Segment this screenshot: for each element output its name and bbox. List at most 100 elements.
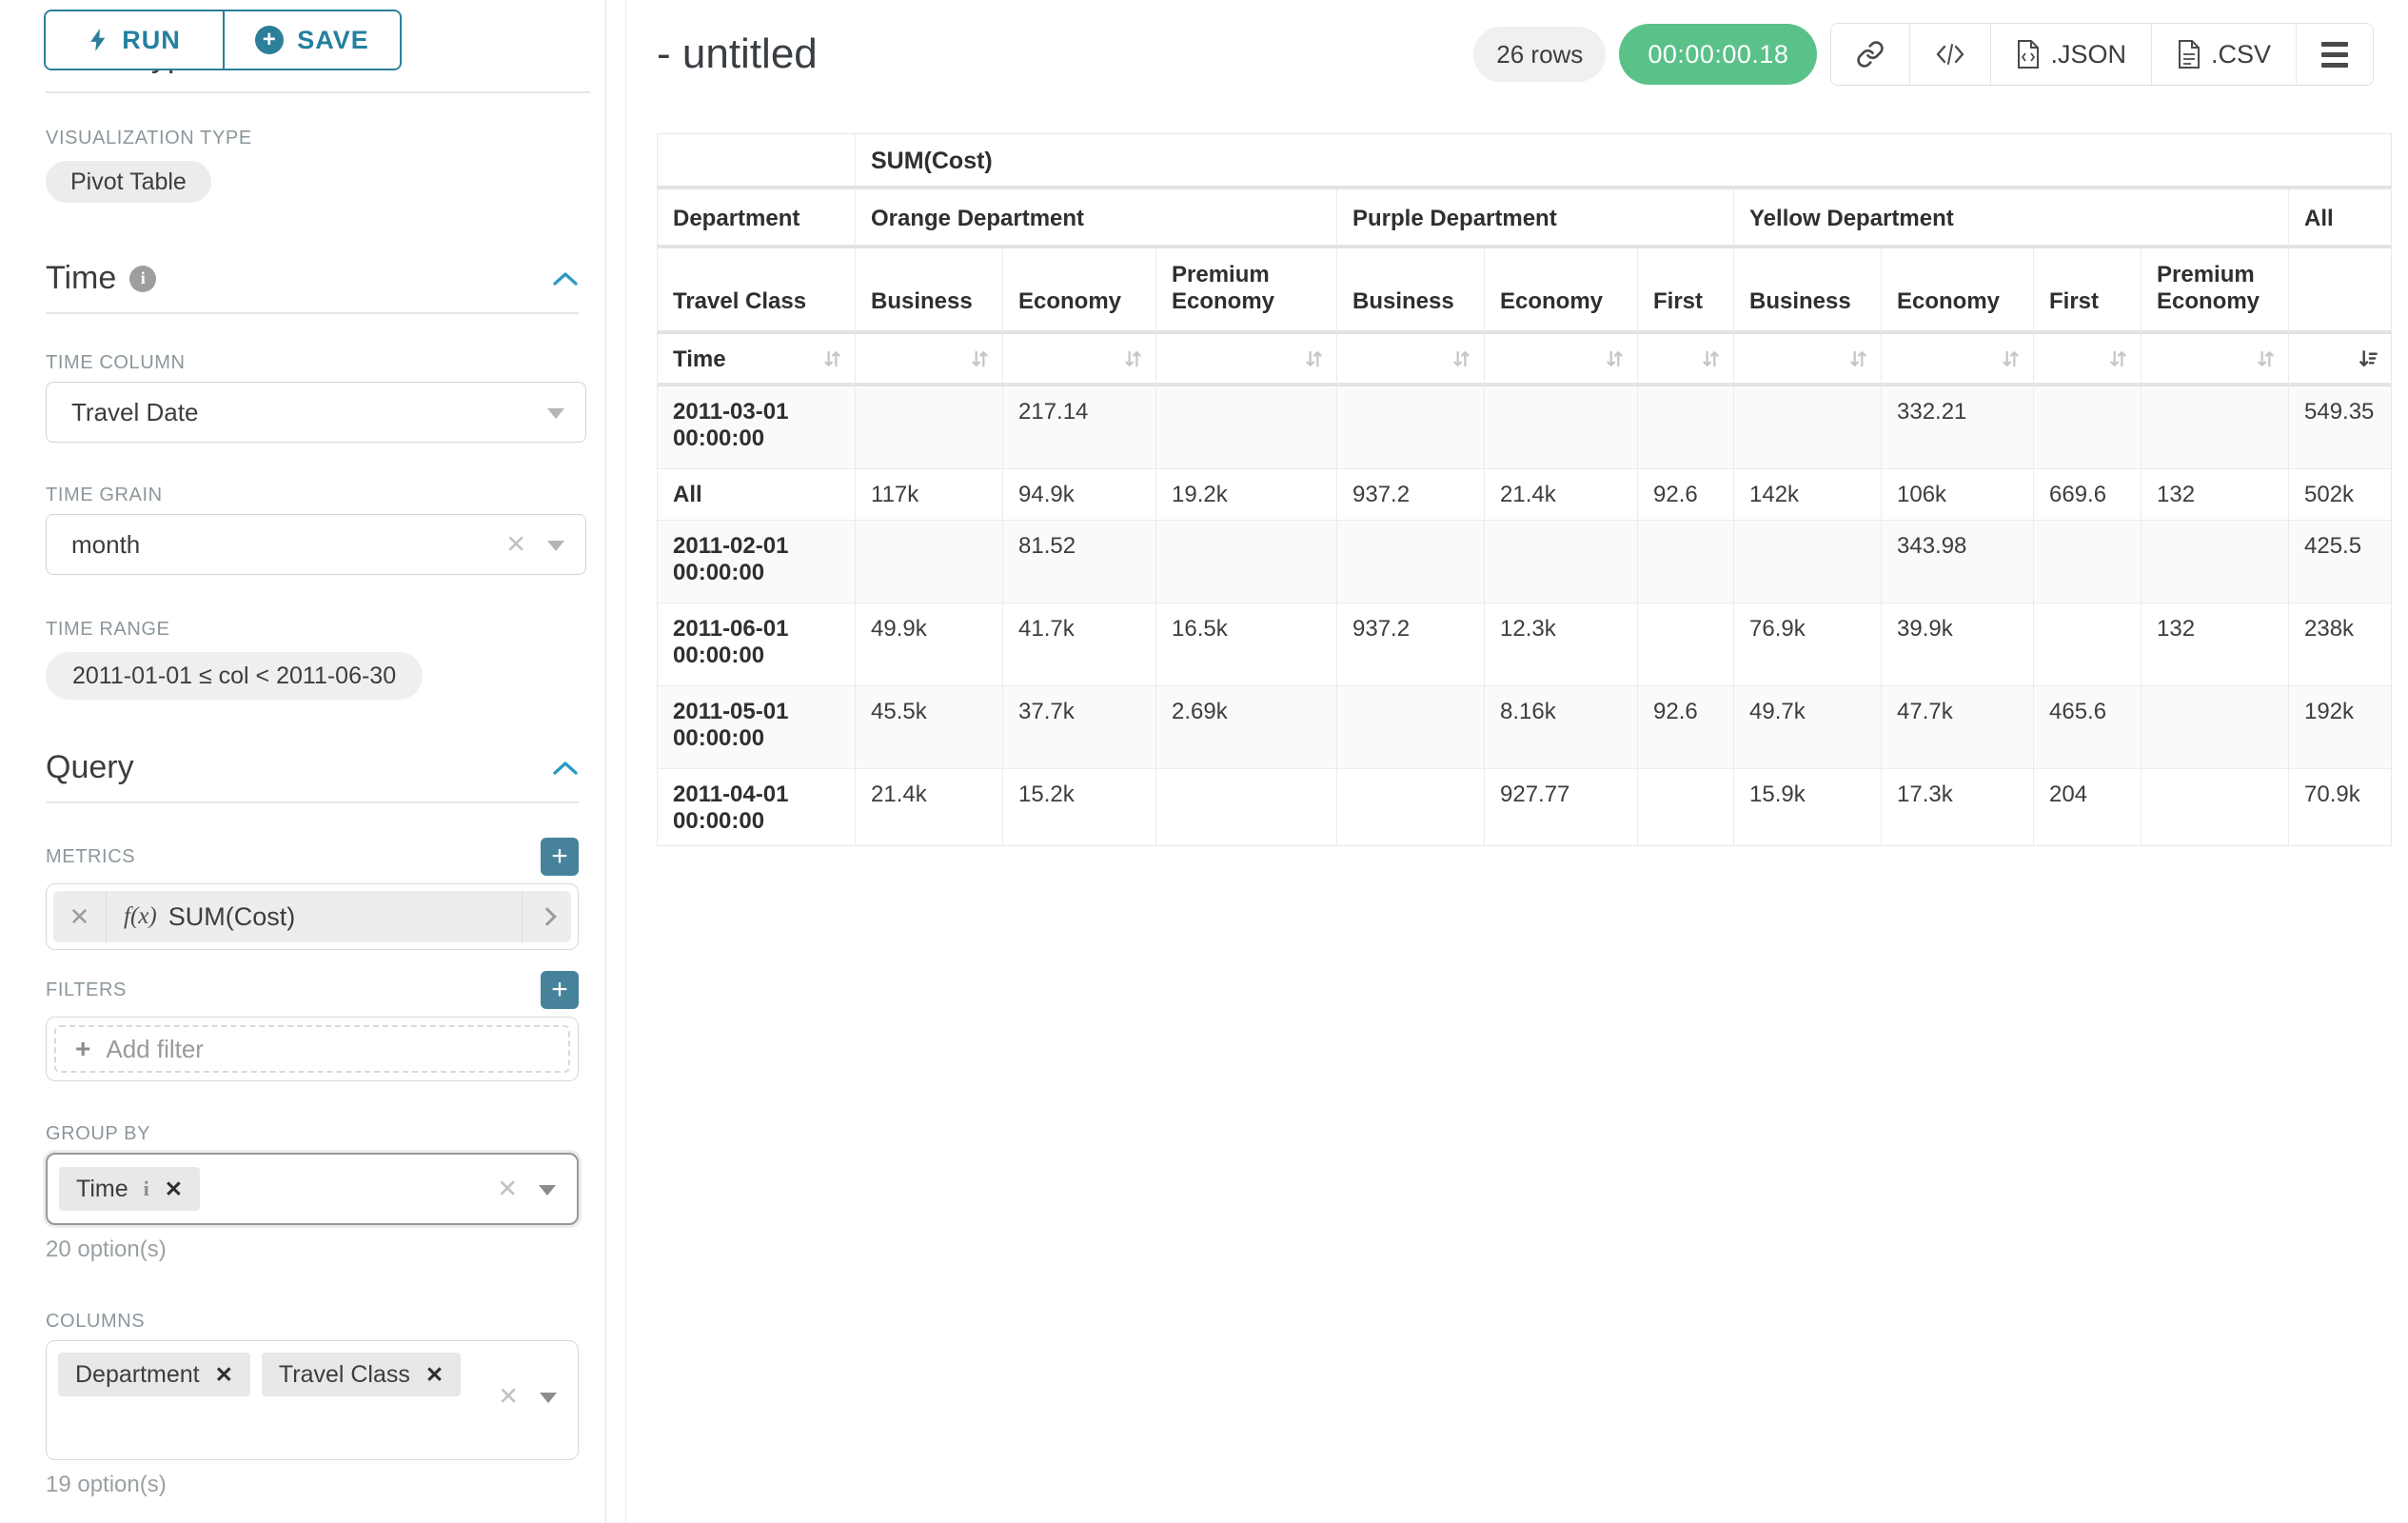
data-cell — [2142, 769, 2289, 845]
data-cell: 16.5k — [1156, 603, 1337, 686]
time-column-select[interactable]: Travel Date — [46, 382, 586, 443]
divider — [46, 312, 579, 314]
link-icon — [1857, 41, 1885, 68]
embed-code-button[interactable] — [1909, 24, 1991, 85]
add-filter-plus-button[interactable]: + — [541, 971, 579, 1009]
data-cell: 117k — [856, 469, 1003, 521]
lightning-bolt-icon — [90, 29, 106, 51]
time-corner-label: Time — [673, 346, 726, 372]
chevron-up-icon[interactable] — [552, 760, 579, 777]
sort-header[interactable] — [2142, 334, 2289, 386]
row-header: 2011-04-01 00:00:00 — [658, 769, 856, 845]
data-cell — [2142, 686, 2289, 769]
sort-header-time[interactable]: Time — [658, 334, 856, 386]
sort-icon — [1604, 347, 1626, 369]
menu-icon — [2321, 41, 2348, 68]
sort-header[interactable] — [1156, 334, 1337, 386]
data-cell: 15.9k — [1734, 769, 1882, 845]
data-cell: 132 — [2142, 603, 2289, 686]
time-range-label: TIME RANGE — [46, 619, 170, 640]
data-cell — [1734, 386, 1882, 469]
metric-pill[interactable]: ✕ f(x) SUM(Cost) — [53, 891, 571, 942]
save-button[interactable]: + SAVE — [223, 11, 400, 69]
columns-tag: Department ✕ — [58, 1353, 250, 1396]
data-cell: 92.6 — [1638, 686, 1734, 769]
travel-class-corner: Travel Class — [658, 248, 856, 334]
table-row: All 117k 94.9k 19.2k 937.2 21.4k 92.6 142k 106k 6… — [658, 469, 2392, 521]
department-header-row: Department Orange Department Purple Depa… — [658, 189, 2392, 248]
table-row: 2011-02-01 00:00:00 81.52 343.98 425.5 — [658, 521, 2392, 603]
data-cell: 192k — [2289, 686, 2392, 769]
chevron-down-icon — [547, 408, 564, 419]
chevron-down-icon — [540, 1393, 557, 1403]
clear-icon[interactable]: ✕ — [497, 1174, 518, 1203]
corner-cell — [658, 134, 856, 189]
time-grain-select[interactable]: month ✕ — [46, 514, 586, 575]
sort-header[interactable] — [1882, 334, 2034, 386]
travel-class-header: Premium Economy — [1156, 248, 1337, 334]
time-range-pill[interactable]: 2011-01-01 ≤ col < 2011-06-30 — [46, 652, 424, 700]
sort-header[interactable] — [1337, 334, 1485, 386]
pivot-table: SUM(Cost) Department Orange Department P… — [657, 133, 2392, 846]
data-cell: 927.77 — [1485, 769, 1638, 845]
chevron-up-icon[interactable] — [552, 270, 579, 287]
remove-tag-icon[interactable]: ✕ — [424, 1361, 444, 1387]
expand-metric-button[interactable] — [522, 891, 571, 942]
code-icon — [1937, 44, 1964, 65]
data-cell: 70.9k — [2304, 781, 2360, 807]
group-by-select[interactable]: Time i ✕ ✕ — [46, 1153, 579, 1225]
clear-icon[interactable]: ✕ — [498, 1381, 519, 1411]
metric-body: f(x) SUM(Cost) — [107, 902, 522, 932]
travel-class-header — [2289, 248, 2392, 334]
data-cell — [1638, 521, 1734, 603]
query-timer-badge: 00:00:00.18 — [1619, 24, 1818, 85]
data-cell: 217.14 — [1003, 386, 1156, 469]
run-save-button-group: RUN + SAVE — [44, 10, 402, 70]
columns-tag-label: Travel Class — [278, 1360, 410, 1388]
data-cell: 47.7k — [1882, 686, 2034, 769]
data-cell: 106k — [1882, 469, 2034, 521]
sort-header[interactable] — [1485, 334, 1638, 386]
clear-icon[interactable]: ✕ — [505, 529, 526, 559]
add-metric-button[interactable]: + — [541, 838, 579, 876]
menu-button[interactable] — [2296, 24, 2373, 85]
sort-header[interactable] — [1638, 334, 1734, 386]
remove-tag-icon[interactable]: ✕ — [164, 1176, 184, 1201]
row-count-badge: 26 rows — [1473, 27, 1607, 82]
data-cell: 92.6 — [1638, 469, 1734, 521]
export-button-group: .JSON .CSV — [1830, 23, 2374, 86]
copy-link-button[interactable] — [1831, 24, 1910, 85]
sort-header[interactable] — [2034, 334, 2142, 386]
export-csv-button[interactable]: .CSV — [2150, 24, 2296, 85]
row-header: 2011-06-01 00:00:00 — [658, 603, 856, 686]
group-by-label: GROUP BY — [46, 1123, 151, 1144]
sort-header[interactable] — [1734, 334, 1882, 386]
remove-metric-icon[interactable]: ✕ — [53, 891, 107, 942]
run-button[interactable]: RUN — [46, 11, 223, 69]
metrics-container: ✕ f(x) SUM(Cost) — [46, 883, 579, 950]
department-group: All — [2289, 189, 2392, 248]
travel-class-header: First — [1638, 248, 1734, 334]
pivot-body: 2011-03-01 00:00:00 217.14 332.21 549.35 All… — [658, 386, 2392, 845]
plus-icon: + — [75, 1034, 91, 1063]
export-csv-label: .CSV — [2210, 39, 2271, 69]
sort-header-active[interactable] — [2289, 334, 2392, 386]
table-row: 2011-03-01 00:00:00 217.14 332.21 549.35 — [658, 386, 2392, 469]
sort-descending-icon — [2358, 347, 2379, 369]
travel-class-header: First — [2034, 248, 2142, 334]
remove-tag-icon[interactable]: ✕ — [214, 1361, 233, 1387]
columns-select[interactable]: Department ✕ Travel Class ✕ ✕ — [46, 1340, 579, 1460]
data-cell: 15.2k — [1003, 769, 1156, 845]
data-cell: 49.9k — [856, 603, 1003, 686]
add-filter-button[interactable]: + Add filter — [54, 1025, 570, 1073]
row-header: 2011-03-01 00:00:00 — [658, 386, 856, 469]
data-cell — [1337, 386, 1485, 469]
sort-header[interactable] — [1003, 334, 1156, 386]
data-cell: 12.3k — [1485, 603, 1638, 686]
sort-header[interactable] — [856, 334, 1003, 386]
metric-value: SUM(Cost) — [168, 901, 296, 931]
travel-class-header-row: Travel Class Business Economy Premium Ec… — [658, 248, 2392, 334]
data-cell: 2.69k — [1156, 686, 1337, 769]
viz-type-pill[interactable]: Pivot Table — [46, 161, 211, 203]
export-json-button[interactable]: .JSON — [1990, 24, 2151, 85]
